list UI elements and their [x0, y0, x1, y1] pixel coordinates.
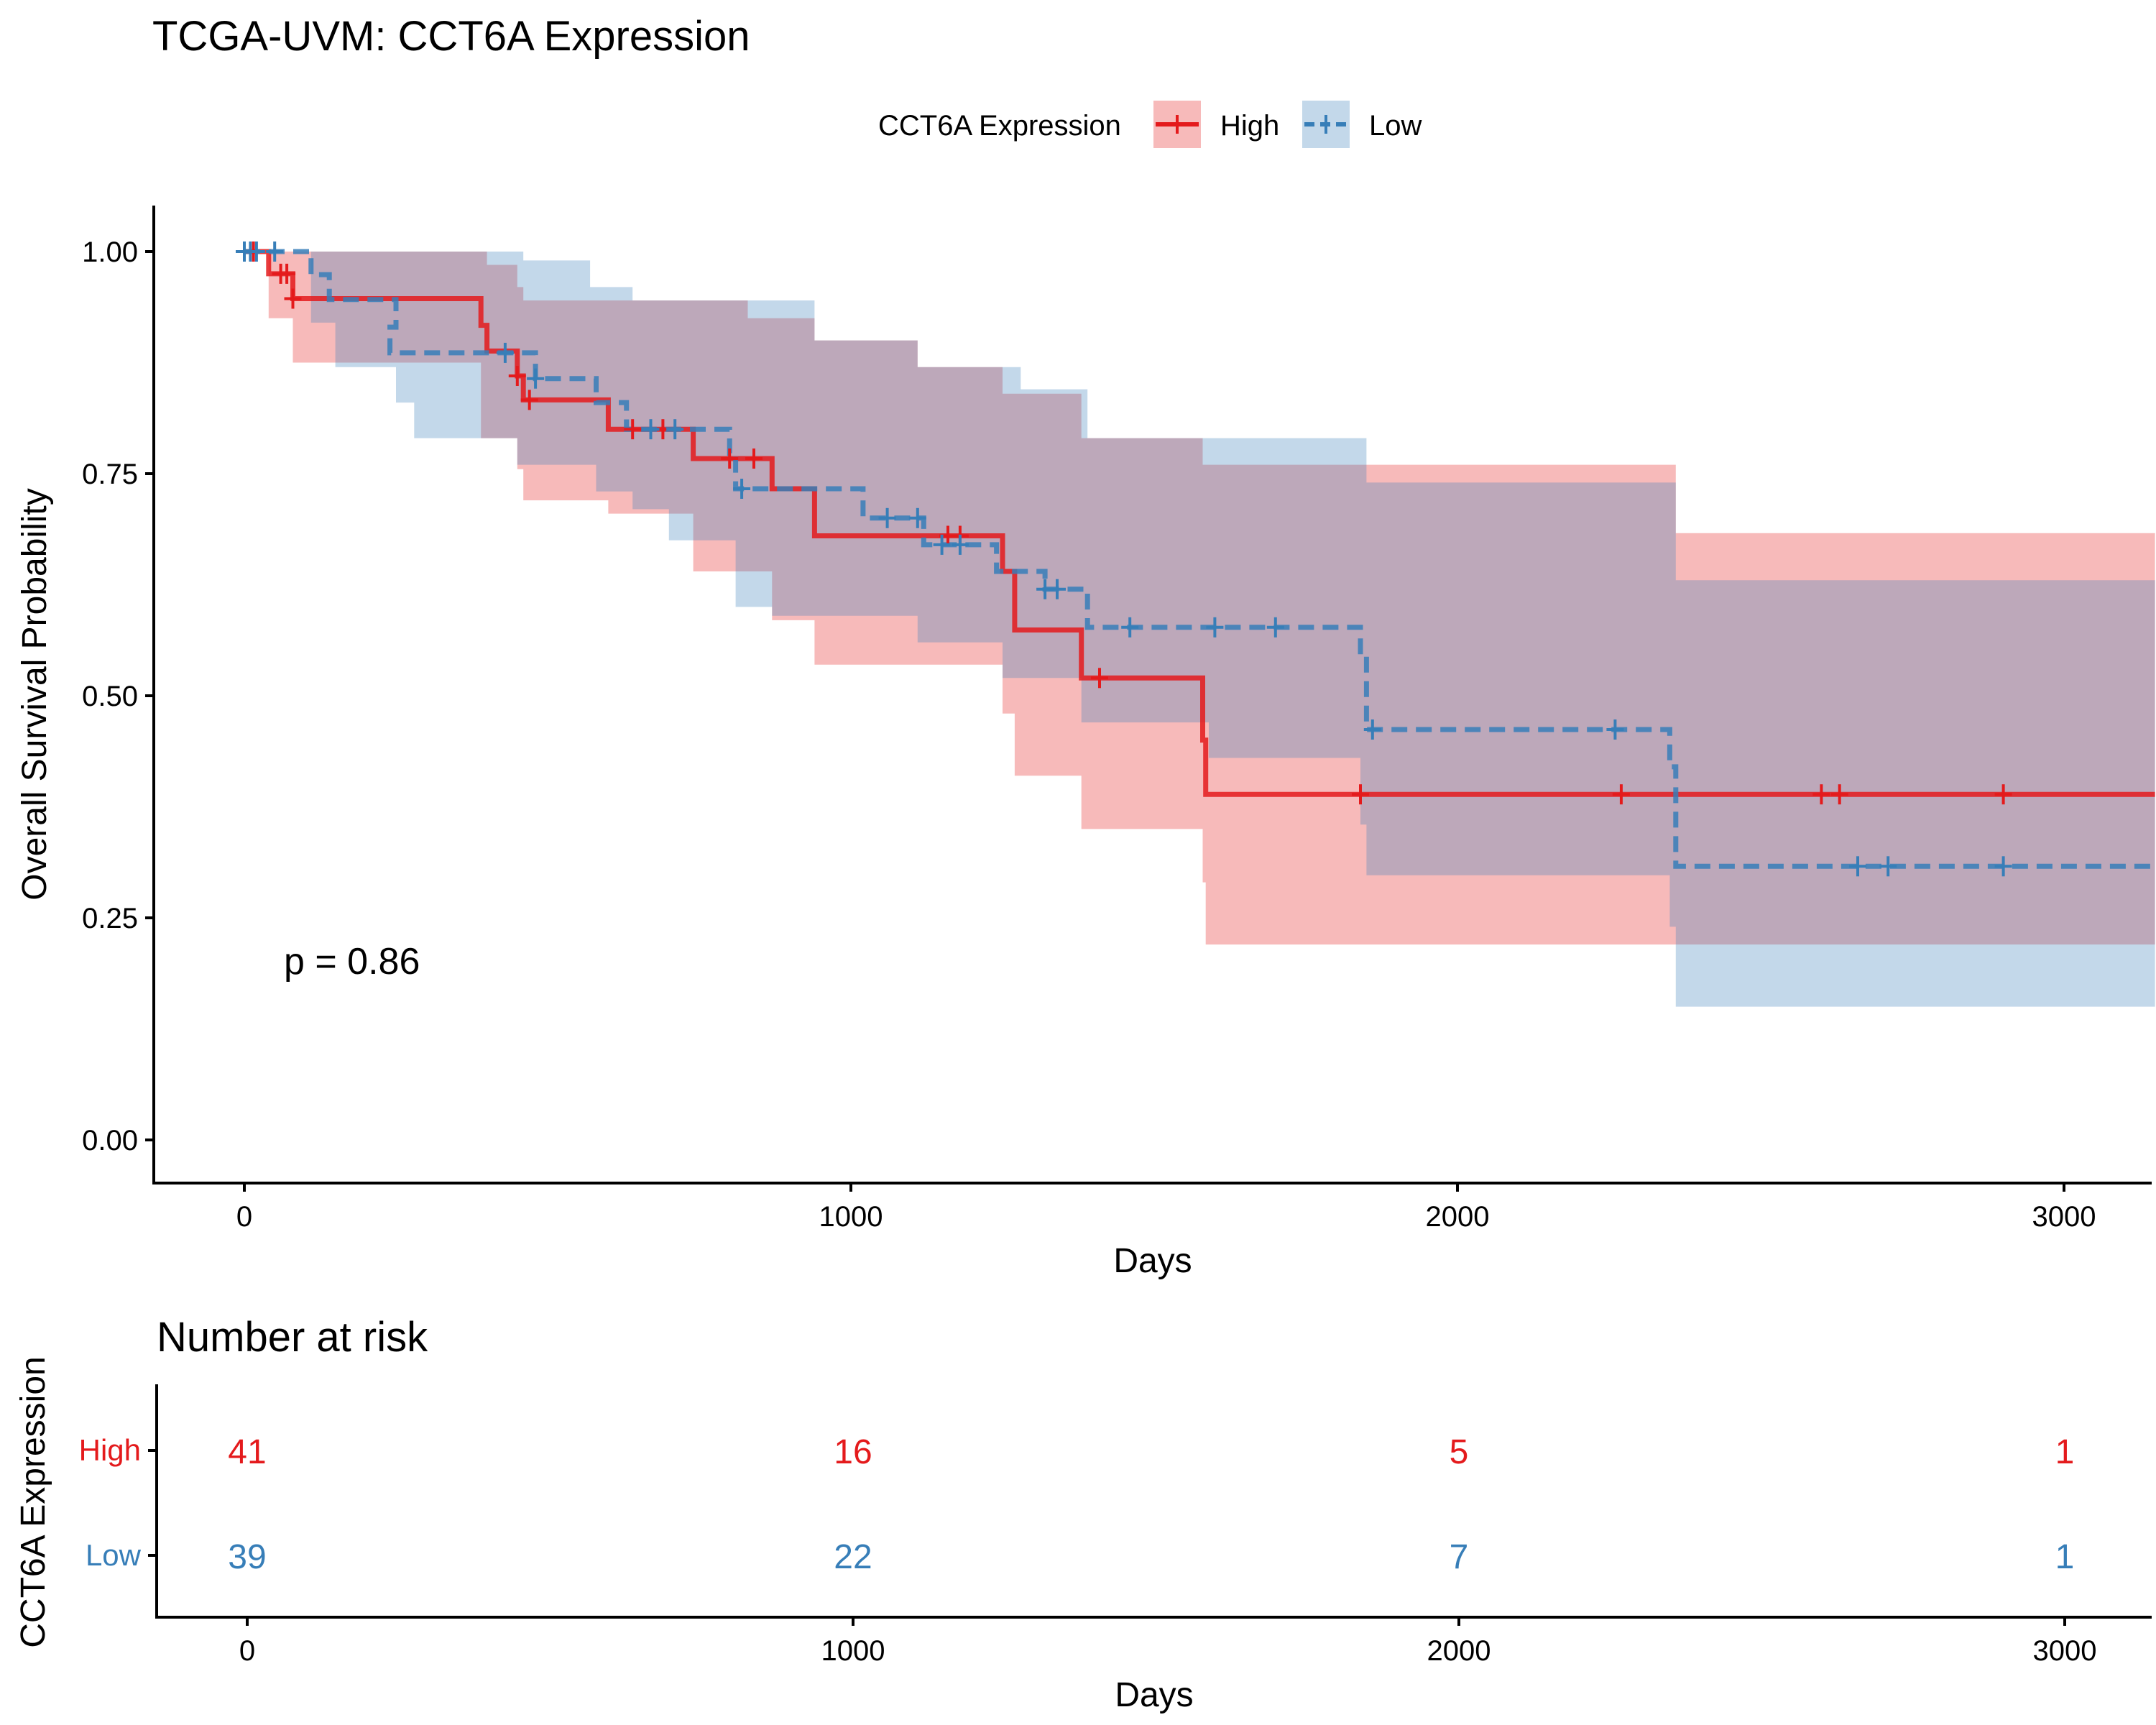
risk-count-low: 39 [228, 1538, 266, 1576]
legend-title: CCT6A Expression [878, 110, 1121, 142]
risk-x-tick-label: 3000 [2033, 1635, 2097, 1667]
ci-band-low [244, 252, 2155, 1007]
risk-y-axis-label: CCT6A Expression [14, 1356, 52, 1648]
risk-x-tick-label: 1000 [821, 1635, 885, 1667]
chart-title: TCGA-UVM: CCT6A Expression [152, 13, 750, 60]
x-tick-label: 2000 [1426, 1201, 1490, 1233]
y-axis-ticks: 0.00 0.25 0.50 0.75 1.00 [82, 236, 154, 1156]
risk-count-high: 5 [1450, 1433, 1469, 1471]
risk-row-label-low: Low [86, 1538, 142, 1572]
risk-table-rows: High 41 16 5 1 Low 39 22 7 1 [79, 1433, 2075, 1576]
y-tick-label: 0.25 [82, 903, 138, 934]
legend-label-low: Low [1369, 110, 1422, 142]
risk-x-axis-ticks: 0 1000 2000 3000 [239, 1617, 2097, 1667]
risk-x-axis-label: Days [1115, 1676, 1193, 1714]
risk-x-tick-label: 0 [239, 1635, 255, 1667]
x-tick-label: 3000 [2032, 1201, 2096, 1233]
y-tick-label: 1.00 [82, 236, 138, 268]
risk-row-label-high: High [79, 1433, 141, 1467]
y-tick-label: 0.00 [82, 1125, 138, 1156]
risk-count-low: 22 [834, 1538, 872, 1576]
survival-curve-high [244, 249, 2155, 797]
x-tick-label: 0 [236, 1201, 252, 1233]
y-tick-label: 0.50 [82, 681, 138, 712]
legend-label-high: High [1220, 110, 1279, 142]
risk-count-high: 41 [228, 1433, 266, 1471]
confidence-bands [244, 252, 2155, 1007]
legend-item-low: Low [1302, 101, 1422, 148]
p-value-annotation: p = 0.86 [284, 941, 420, 983]
x-axis-ticks: 0 1000 2000 3000 [236, 1183, 2096, 1233]
risk-table-title: Number at risk [157, 1314, 428, 1361]
legend: CCT6A Expression High Low [878, 101, 1422, 148]
y-tick-label: 0.75 [82, 459, 138, 490]
risk-count-low: 1 [2055, 1538, 2075, 1576]
risk-count-high: 16 [834, 1433, 872, 1471]
risk-count-high: 1 [2055, 1433, 2075, 1471]
x-axis-label: Days [1113, 1242, 1192, 1280]
risk-x-tick-label: 2000 [1427, 1635, 1491, 1667]
y-axis-label: Overall Survival Probability [16, 488, 54, 901]
censor-marks [236, 242, 2012, 877]
x-tick-label: 1000 [819, 1201, 883, 1233]
risk-count-low: 7 [1450, 1538, 1469, 1576]
legend-item-high: High [1153, 101, 1279, 148]
